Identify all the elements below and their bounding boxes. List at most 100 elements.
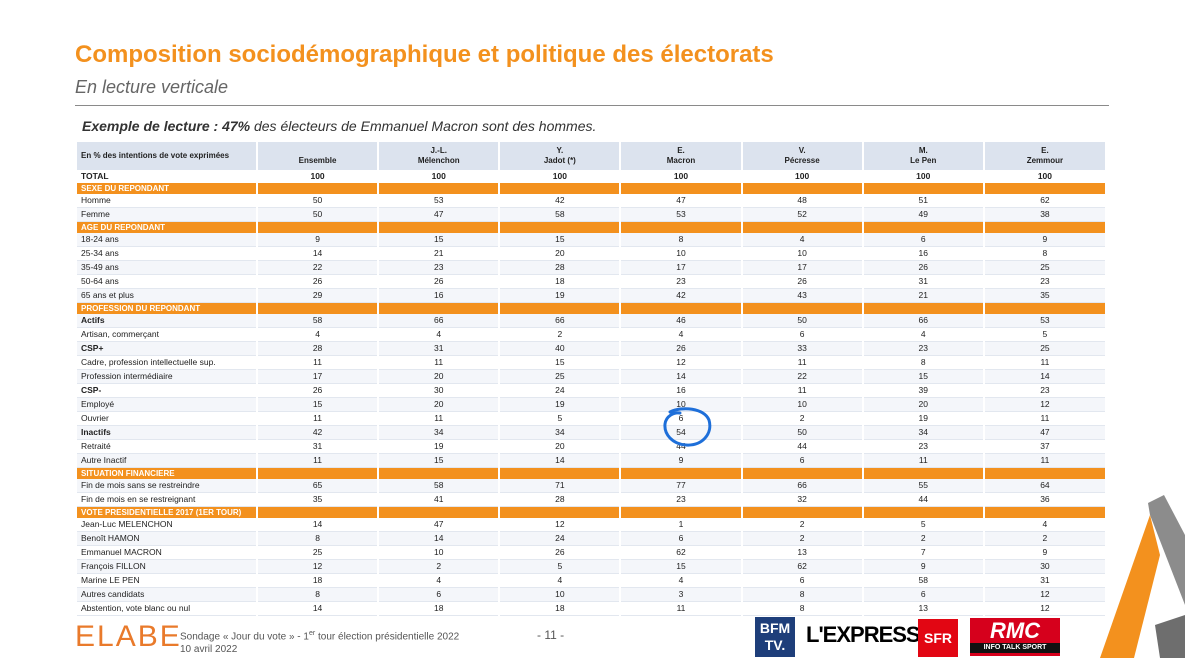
table-cell: 6: [377, 587, 500, 602]
table-cell: 8: [740, 601, 863, 616]
table-row: Profession intermédiaire 17 20 25 14 22 15 14: [77, 369, 1105, 384]
bfm-line1: BFM: [759, 620, 791, 636]
column-header-line1: E.: [677, 146, 685, 155]
row-label: CSP-: [77, 383, 257, 398]
table-cell: 20: [498, 246, 621, 261]
section-header-row: SITUATION FINANCIERE: [77, 467, 1105, 479]
table-cell: 18: [498, 274, 621, 289]
section-fill-cell: [255, 302, 379, 314]
page-title: Composition sociodémographique et politi…: [75, 41, 774, 68]
table-cell: 16: [377, 288, 500, 303]
row-label: Inactifs: [77, 425, 257, 440]
table-cell: 28: [498, 260, 621, 275]
table-cell: 14: [619, 369, 742, 384]
table-cell: 11: [982, 355, 1105, 370]
table-cell: 100: [619, 170, 742, 183]
table-cell: 4: [619, 327, 742, 342]
row-label: Cadre, profession intellectuelle sup.: [77, 355, 257, 370]
table-cell: 2: [740, 411, 863, 426]
table-cell: 25: [498, 369, 621, 384]
table-cell: 12: [982, 397, 1105, 412]
table-row: Autre Inactif 11 15 14 9 6 11 11: [77, 453, 1105, 468]
section-fill-cell: [740, 221, 863, 233]
table-cell: 6: [861, 587, 984, 602]
table-cell: 9: [255, 233, 379, 247]
table-cell: 20: [377, 397, 500, 412]
table-cell: 15: [861, 369, 984, 384]
table-cell: 15: [619, 559, 742, 574]
row-label: Autre Inactif: [77, 453, 257, 468]
table-cell: 21: [377, 246, 500, 261]
table-cell: 47: [377, 207, 500, 222]
table-cell: 11: [740, 355, 863, 370]
table-row: Employé 15 20 19 10 10 20 12: [77, 397, 1105, 412]
column-header-line1: E.: [1041, 146, 1049, 155]
table-cell: 4: [740, 233, 863, 247]
section-fill-cell: [740, 506, 863, 518]
section-fill-cell: [861, 302, 984, 314]
table-cell: 41: [377, 492, 500, 507]
table-row: Ouvrier 11 11 5 6 2 19 11: [77, 411, 1105, 426]
table-cell: 11: [255, 411, 379, 426]
table-cell: 8: [255, 531, 379, 546]
row-label: Abstention, vote blanc ou nul: [77, 601, 257, 616]
table-cell: 53: [377, 194, 500, 208]
table-cell: 50: [740, 314, 863, 328]
table-cell: 26: [861, 260, 984, 275]
table-cell: 23: [619, 492, 742, 507]
section-fill-cell: [861, 221, 984, 233]
table-cell: 11: [861, 453, 984, 468]
rmc-tagline: INFO TALK SPORT: [970, 643, 1060, 653]
table-cell: 47: [619, 194, 742, 208]
table-cell: 1: [619, 518, 742, 532]
table-cell: 22: [740, 369, 863, 384]
table-cell: 100: [255, 170, 379, 183]
row-label: Fin de mois en se restreignant: [77, 492, 257, 507]
section-fill-cell: [982, 506, 1105, 518]
section-fill-cell: [619, 302, 742, 314]
row-label: Jean-Luc MELENCHON: [77, 518, 257, 532]
table-cell: 20: [377, 369, 500, 384]
page-number: - 11 -: [537, 628, 565, 642]
table-cell: 47: [982, 425, 1105, 440]
total-row: TOTAL 100 100 100 100 100 100 100: [77, 170, 1105, 183]
table-cell: 4: [377, 573, 500, 588]
table-cell: 20: [861, 397, 984, 412]
table-cell: 11: [255, 355, 379, 370]
table-cell: 4: [619, 573, 742, 588]
table-row: François FILLON 12 2 5 15 62 9 30: [77, 559, 1105, 574]
table-cell: 66: [377, 314, 500, 328]
table-cell: 58: [498, 207, 621, 222]
table-cell: 62: [740, 559, 863, 574]
section-fill-cell: [377, 467, 500, 479]
table-cell: 31: [861, 274, 984, 289]
table-cell: 26: [255, 383, 379, 398]
table-cell: 13: [740, 545, 863, 560]
table-cell: 66: [740, 479, 863, 493]
section-fill-cell: [255, 221, 379, 233]
table-cell: 50: [740, 425, 863, 440]
table-cell: 15: [377, 453, 500, 468]
table-cell: 8: [982, 246, 1105, 261]
table-cell: 24: [498, 531, 621, 546]
section-fill-cell: [861, 467, 984, 479]
table-row: 50-64 ans 26 26 18 23 26 31 23: [77, 274, 1105, 289]
table-row: 25-34 ans 14 21 20 10 10 16 8: [77, 246, 1105, 261]
column-header-line2: Macron: [666, 156, 696, 165]
section-fill-cell: [377, 506, 500, 518]
table-row: 35-49 ans 22 23 28 17 17 26 25: [77, 260, 1105, 275]
table-cell: 66: [861, 314, 984, 328]
table-cell: 34: [861, 425, 984, 440]
table-row: Femme 50 47 58 53 52 49 38: [77, 207, 1105, 222]
table-cell: 19: [498, 288, 621, 303]
table-cell: 71: [498, 479, 621, 493]
table-cell: 53: [982, 314, 1105, 328]
section-fill-cell: [861, 183, 984, 194]
table-row: Actifs 58 66 66 46 50 66 53: [77, 314, 1105, 328]
table-cell: 34: [377, 425, 500, 440]
hand-drawn-circle-annotation: [663, 407, 712, 447]
table-cell: 14: [255, 601, 379, 616]
column-header: E. Zemmour: [982, 142, 1105, 170]
table-cell: 12: [498, 518, 621, 532]
section-title: SITUATION FINANCIERE: [77, 467, 257, 479]
